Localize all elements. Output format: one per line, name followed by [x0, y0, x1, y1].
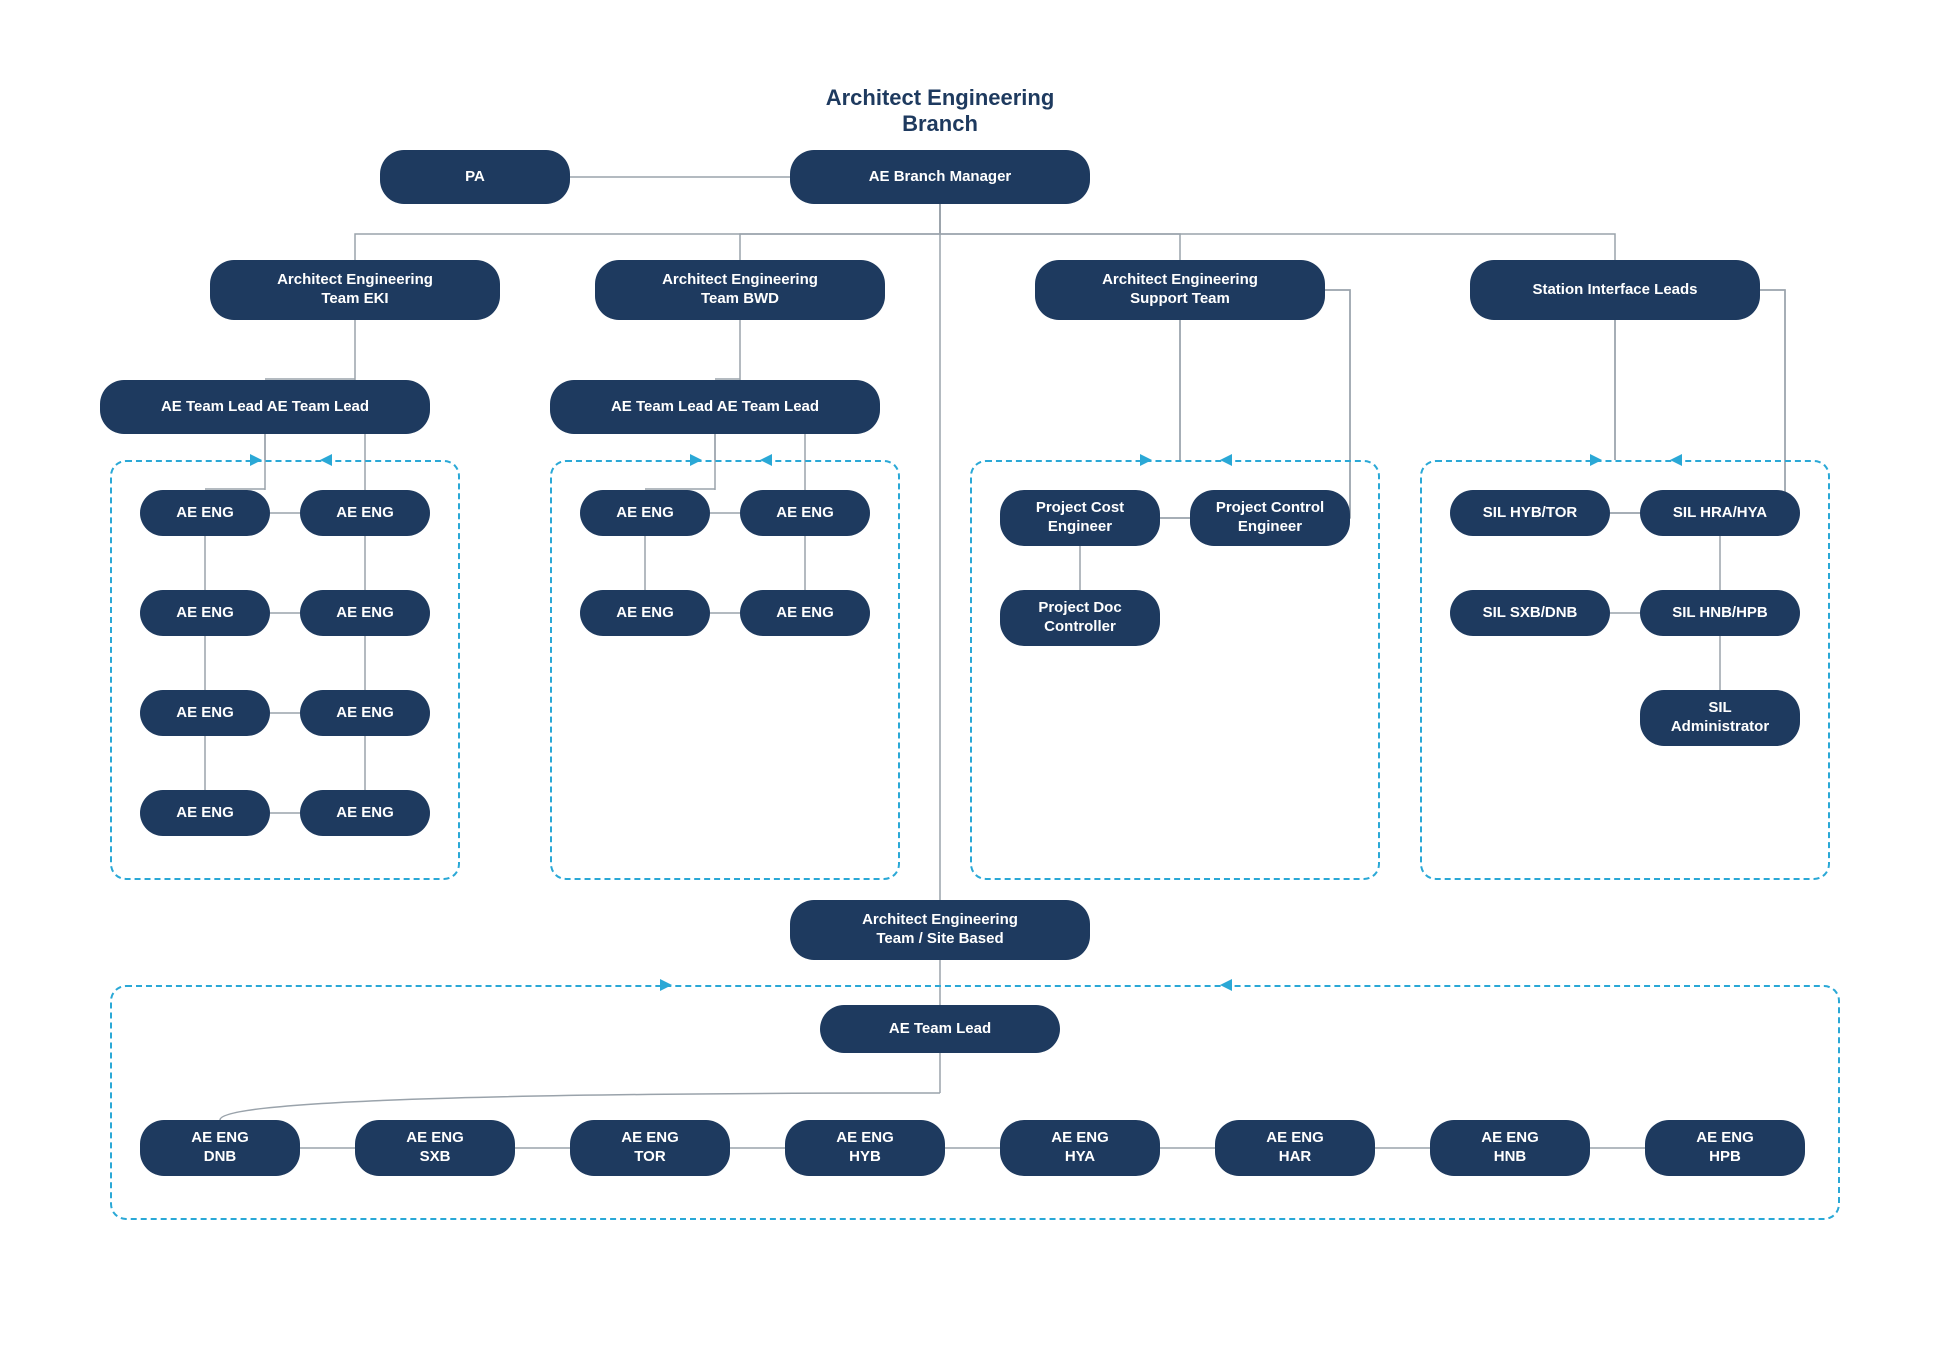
node-ae-hyb: AE ENG HYB [785, 1120, 945, 1176]
node-ae-hpb: AE ENG HPB [1645, 1120, 1805, 1176]
node-sil: Station Interface Leads [1470, 260, 1760, 320]
node-s3: SIL SXB/DNB [1450, 590, 1610, 636]
node-e2: AE ENG [300, 490, 430, 536]
node-e6: AE ENG [300, 690, 430, 736]
node-pce: Project Cost Engineer [1000, 490, 1160, 546]
node-b3: AE ENG [580, 590, 710, 636]
node-e1: AE ENG [140, 490, 270, 536]
arrow-left-icon [1220, 454, 1232, 466]
arrow-left-icon [320, 454, 332, 466]
node-e8: AE ENG [300, 790, 430, 836]
arrow-right-icon [660, 979, 672, 991]
node-tl-bwd: AE Team Lead AE Team Lead [550, 380, 880, 434]
arrow-right-icon [1140, 454, 1152, 466]
node-ae-sxb: AE ENG SXB [355, 1120, 515, 1176]
node-eki: Architect Engineering Team EKI [210, 260, 500, 320]
node-pa: PA [380, 150, 570, 204]
arrow-right-icon [690, 454, 702, 466]
node-tl-site: AE Team Lead [820, 1005, 1060, 1053]
node-s1: SIL HYB/TOR [1450, 490, 1610, 536]
node-ae-hya: AE ENG HYA [1000, 1120, 1160, 1176]
arrow-left-icon [760, 454, 772, 466]
node-s5: SIL Administrator [1640, 690, 1800, 746]
node-e4: AE ENG [300, 590, 430, 636]
node-tl-eki: AE Team Lead AE Team Lead [100, 380, 430, 434]
node-e7: AE ENG [140, 790, 270, 836]
node-pdc: Project Doc Controller [1000, 590, 1160, 646]
node-s4: SIL HNB/HPB [1640, 590, 1800, 636]
node-e5: AE ENG [140, 690, 270, 736]
arrow-right-icon [250, 454, 262, 466]
arrow-left-icon [1220, 979, 1232, 991]
node-e3: AE ENG [140, 590, 270, 636]
node-bwd: Architect Engineering Team BWD [595, 260, 885, 320]
node-mgr: AE Branch Manager [790, 150, 1090, 204]
node-sup: Architect Engineering Support Team [1035, 260, 1325, 320]
node-b1: AE ENG [580, 490, 710, 536]
node-b2: AE ENG [740, 490, 870, 536]
arrow-left-icon [1670, 454, 1682, 466]
node-ae-har: AE ENG HAR [1215, 1120, 1375, 1176]
node-ae-hnb: AE ENG HNB [1430, 1120, 1590, 1176]
node-b4: AE ENG [740, 590, 870, 636]
org-chart-canvas: Architect Engineering Branch PA AE Branch… [0, 0, 1944, 1360]
node-ae-tor: AE ENG TOR [570, 1120, 730, 1176]
node-site: Architect Engineering Team / Site Based [790, 900, 1090, 960]
node-s2: SIL HRA/HYA [1640, 490, 1800, 536]
node-pct: Project Control Engineer [1190, 490, 1350, 546]
node-ae-dnb: AE ENG DNB [140, 1120, 300, 1176]
arrow-right-icon [1590, 454, 1602, 466]
chart-title: Architect Engineering Branch [790, 85, 1090, 137]
